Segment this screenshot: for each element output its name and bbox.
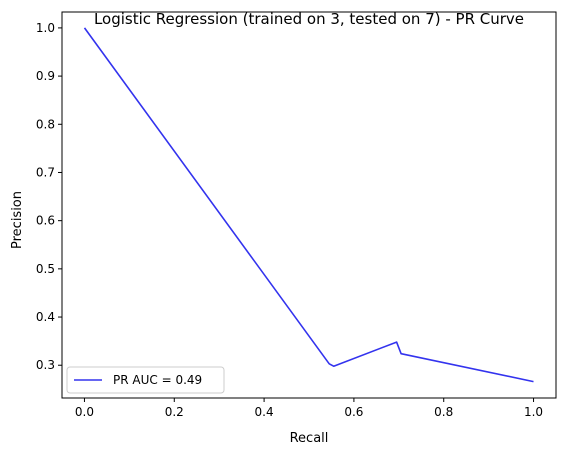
x-axis-label: Recall bbox=[290, 431, 329, 446]
y-tick-label: 0.8 bbox=[36, 117, 55, 131]
y-tick-label: 0.6 bbox=[36, 214, 55, 228]
legend: PR AUC = 0.49 bbox=[67, 367, 224, 393]
chart-title: Logistic Regression (trained on 3, teste… bbox=[94, 10, 524, 28]
y-tick-label: 0.7 bbox=[36, 165, 55, 179]
plot-frame bbox=[62, 12, 556, 398]
x-tick-label: 0.2 bbox=[165, 405, 184, 419]
y-tick-label: 0.4 bbox=[36, 310, 55, 324]
plot-area bbox=[62, 12, 556, 398]
pr-curve-line bbox=[85, 28, 534, 382]
y-axis-label: Precision bbox=[10, 191, 25, 249]
x-tick-label: 0.6 bbox=[344, 405, 363, 419]
y-tick-label: 0.9 bbox=[36, 69, 55, 83]
y-tick-label: 1.0 bbox=[36, 21, 55, 35]
x-tick-label: 1.0 bbox=[524, 405, 543, 419]
x-tick-label: 0.0 bbox=[75, 405, 94, 419]
legend-label: PR AUC = 0.49 bbox=[113, 373, 202, 387]
y-tick-label: 0.5 bbox=[36, 262, 55, 276]
x-tick-label: 0.8 bbox=[434, 405, 453, 419]
x-tick-label: 0.4 bbox=[255, 405, 274, 419]
y-tick-label: 0.3 bbox=[36, 358, 55, 372]
